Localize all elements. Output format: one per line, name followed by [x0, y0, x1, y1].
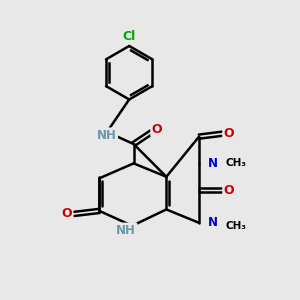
Text: O: O — [61, 207, 72, 220]
Text: NH: NH — [116, 224, 136, 237]
Text: N: N — [207, 157, 218, 170]
Text: Cl: Cl — [123, 30, 136, 43]
Text: O: O — [152, 123, 162, 136]
Text: NH: NH — [97, 129, 117, 142]
Text: CH₃: CH₃ — [226, 221, 247, 231]
Text: O: O — [224, 127, 234, 140]
Text: CH₃: CH₃ — [226, 158, 247, 168]
Text: N: N — [207, 216, 218, 229]
Text: O: O — [224, 184, 234, 196]
